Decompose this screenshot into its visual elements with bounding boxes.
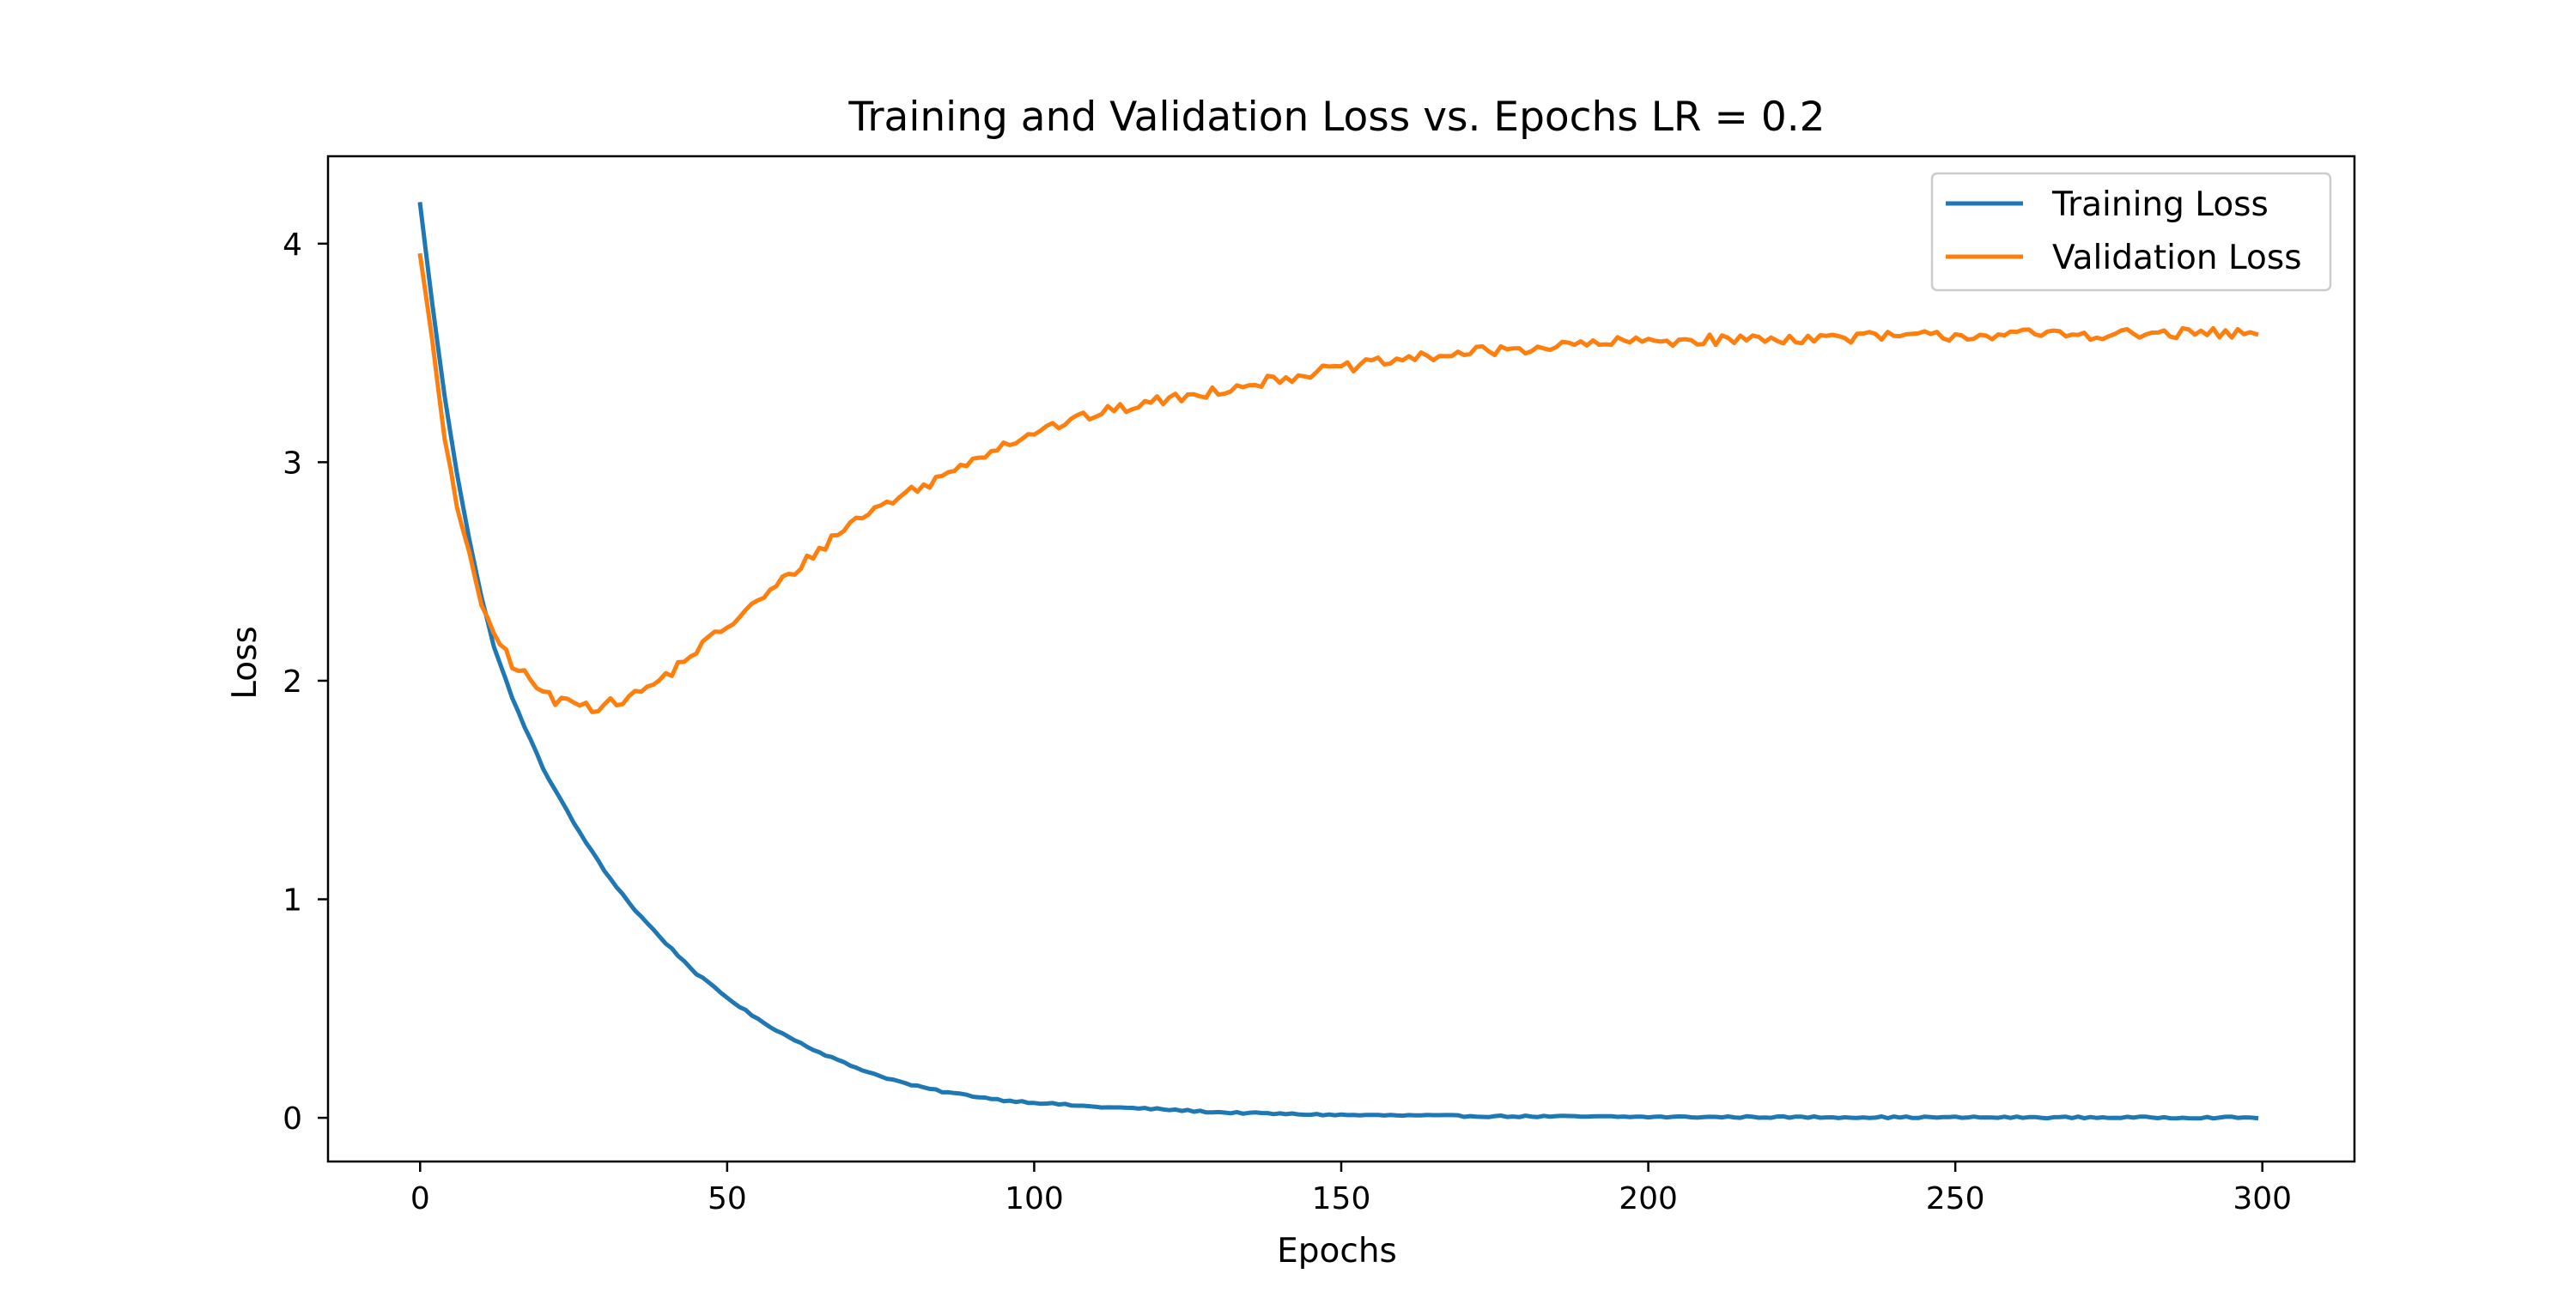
y-tick-label: 2 [283, 664, 302, 700]
x-tick-label: 100 [1005, 1181, 1064, 1216]
series-line-training-loss [417, 202, 2259, 1121]
y-tick-label: 4 [283, 227, 302, 263]
y-axis: 0 1 2 3 4 [283, 227, 328, 1137]
y-tick-label: 0 [283, 1101, 302, 1137]
legend-label-validation-loss: Validation Loss [2052, 239, 2302, 277]
x-axis-label: Epochs [1277, 1232, 1397, 1271]
y-tick-label: 3 [283, 446, 302, 481]
x-tick-label: 150 [1312, 1181, 1371, 1216]
series-line-validation-loss [417, 252, 2259, 714]
chart-title: Training and Validation Loss vs. Epochs … [848, 94, 1825, 141]
x-axis: 0 50 100 150 200 250 300 [410, 1162, 2292, 1216]
legend-box [1930, 172, 2332, 292]
x-tick-label: 250 [1926, 1181, 1985, 1216]
y-axis-label: Loss [226, 626, 264, 700]
legend: Training Loss Validation Loss [1930, 172, 2332, 292]
series-layer [417, 202, 2259, 1121]
x-tick-label: 300 [2233, 1181, 2292, 1216]
legend-label-training-loss: Training Loss [2051, 185, 2269, 224]
x-tick-label: 0 [410, 1181, 430, 1216]
y-tick-label: 1 [283, 883, 302, 919]
x-tick-label: 200 [1619, 1181, 1678, 1216]
x-tick-label: 50 [708, 1181, 747, 1216]
